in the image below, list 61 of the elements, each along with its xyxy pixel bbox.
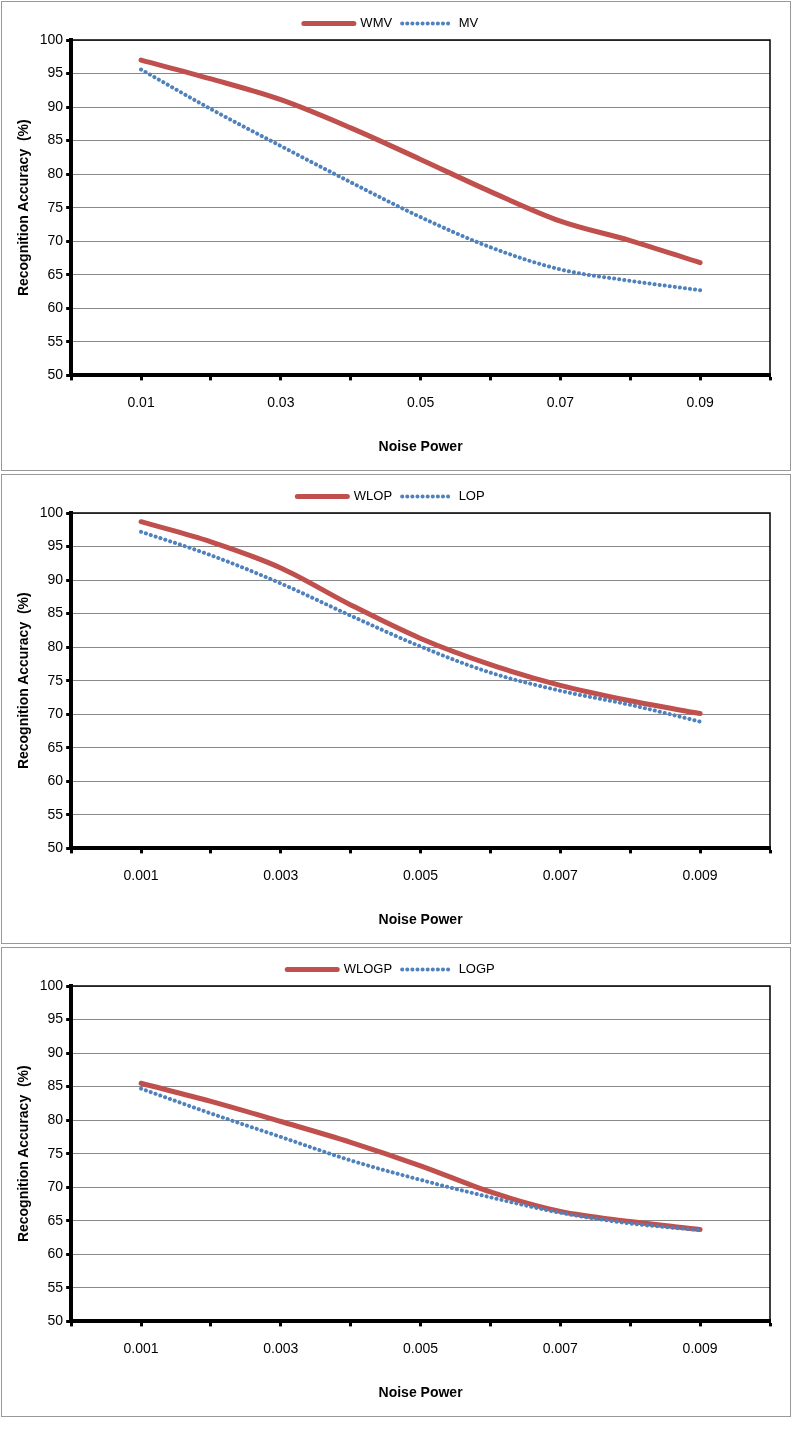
x-tick-label: 0.009 — [682, 1339, 718, 1356]
y-tick-label: 90 — [47, 1043, 64, 1060]
y-tick-label: 55 — [47, 805, 64, 822]
y-tick-label: 90 — [47, 97, 64, 114]
legend-label: WLOP — [353, 488, 393, 504]
y-tick-label: 50 — [47, 366, 64, 383]
y-tick-label: 60 — [47, 1245, 64, 1262]
legend-label: WMV — [360, 15, 393, 31]
x-axis-title: Noise Power — [378, 1384, 464, 1401]
x-tick-label: 0.01 — [127, 393, 155, 410]
y-tick-label: 80 — [47, 1111, 64, 1128]
y-tick-label: 60 — [47, 772, 64, 789]
y-tick-label: 70 — [47, 705, 64, 722]
y-axis-title: Recognition Accuracy (%) — [15, 592, 32, 770]
x-tick-label: 0.003 — [263, 866, 299, 883]
y-axis-title: Recognition Accuracy (%) — [15, 119, 32, 297]
x-tick-label: 0.07 — [546, 393, 575, 410]
y-tick-label: 100 — [39, 503, 64, 520]
x-tick-label: 0.03 — [267, 393, 295, 410]
y-tick-label: 85 — [47, 604, 64, 621]
legend-label: WLOGP — [343, 961, 393, 977]
x-tick-label: 0.003 — [263, 1339, 299, 1356]
legend-label: LOP — [458, 488, 485, 504]
y-tick-label: 65 — [47, 1211, 64, 1228]
x-tick-label: 0.009 — [682, 866, 718, 883]
x-tick-label: 0.001 — [123, 1339, 159, 1356]
y-tick-label: 95 — [47, 64, 64, 81]
y-tick-label: 65 — [47, 265, 64, 282]
x-axis-title: Noise Power — [378, 438, 464, 455]
y-tick-label: 55 — [47, 1278, 64, 1295]
line-series — [139, 67, 703, 293]
x-tick-label: 0.007 — [542, 866, 579, 883]
y-tick-label: 95 — [47, 537, 64, 554]
y-tick-label: 80 — [47, 638, 64, 655]
y-axis-title: Recognition Accuracy (%) — [15, 1065, 32, 1243]
y-tick-label: 55 — [47, 332, 64, 349]
legend-label: LOGP — [458, 961, 495, 977]
y-tick-label: 100 — [39, 976, 64, 993]
y-tick-label: 85 — [47, 1077, 64, 1094]
y-tick-label: 85 — [47, 131, 64, 148]
y-tick-label: 70 — [47, 1178, 64, 1195]
x-tick-label: 0.05 — [406, 393, 435, 410]
x-tick-label: 0.001 — [123, 866, 159, 883]
y-tick-label: 65 — [47, 738, 64, 755]
x-tick-label: 0.005 — [403, 866, 439, 883]
y-tick-label: 70 — [47, 232, 64, 249]
y-tick-label: 75 — [47, 198, 64, 215]
x-tick-label: 0.09 — [686, 393, 714, 410]
y-tick-label: 50 — [47, 1312, 64, 1329]
y-tick-label: 95 — [47, 1010, 64, 1027]
y-tick-label: 100 — [39, 30, 64, 47]
legend-label: MV — [458, 15, 479, 31]
y-tick-label: 50 — [47, 839, 64, 856]
x-tick-label: 0.007 — [542, 1339, 579, 1356]
x-tick-label: 0.005 — [403, 1339, 439, 1356]
y-tick-label: 75 — [47, 1144, 64, 1161]
y-tick-label: 75 — [47, 671, 64, 688]
x-axis-title: Noise Power — [378, 911, 464, 928]
y-tick-label: 90 — [47, 570, 64, 587]
y-tick-label: 60 — [47, 299, 64, 316]
y-tick-label: 80 — [47, 165, 64, 182]
